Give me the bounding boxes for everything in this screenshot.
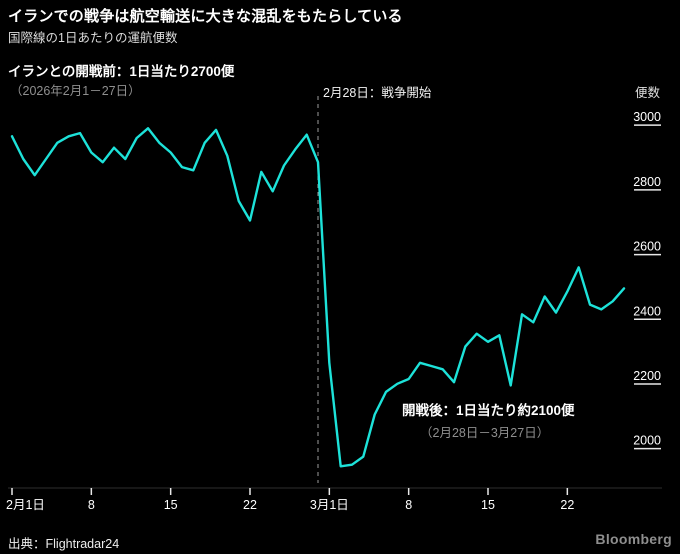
post-war-date-range: （2月28日－3月27日） [420, 426, 550, 440]
x-axis-tick-label: 22 [243, 498, 257, 512]
y-axis-tick-label: 2000 [633, 434, 661, 448]
y-axis-tick-label: 2400 [633, 304, 661, 318]
y-axis-tick-label: 2600 [633, 240, 661, 254]
x-axis-tick-label: 8 [405, 498, 412, 512]
y-axis-tick-label: 2800 [633, 175, 661, 189]
post-war-annotation: 開戦後：1日当たり約2100便 [402, 403, 575, 418]
chart-title: イランでの戦争は航空輸送に大きな混乱をもたらしている [8, 8, 403, 25]
source-credit: 出典：Flightradar24 [8, 537, 120, 551]
x-axis-tick-label: 15 [164, 498, 178, 512]
flights-data-line [10, 127, 626, 468]
x-axis-tick-label: 2月1日 [6, 498, 45, 512]
x-axis-tick-label: 22 [560, 498, 574, 512]
y-axis-tick-label: 2200 [633, 369, 661, 383]
x-axis-tick-label: 3月1日 [310, 498, 349, 512]
y-axis-tick-label: 3000 [633, 110, 661, 124]
pre-war-annotation: イランとの開戦前：1日当たり2700便 [8, 64, 235, 79]
pre-war-date-range: （2026年2月1－27日） [10, 84, 141, 98]
war-start-annotation: 2月28日：戦争開始 [323, 86, 432, 100]
y-axis-unit-label: 便数 [634, 86, 660, 100]
x-axis-tick-label: 15 [481, 498, 495, 512]
x-axis-tick-label: 8 [88, 498, 95, 512]
bloomberg-logo: Bloomberg [595, 531, 672, 547]
chart-subtitle: 国際線の1日あたりの運航便数 [8, 31, 178, 45]
